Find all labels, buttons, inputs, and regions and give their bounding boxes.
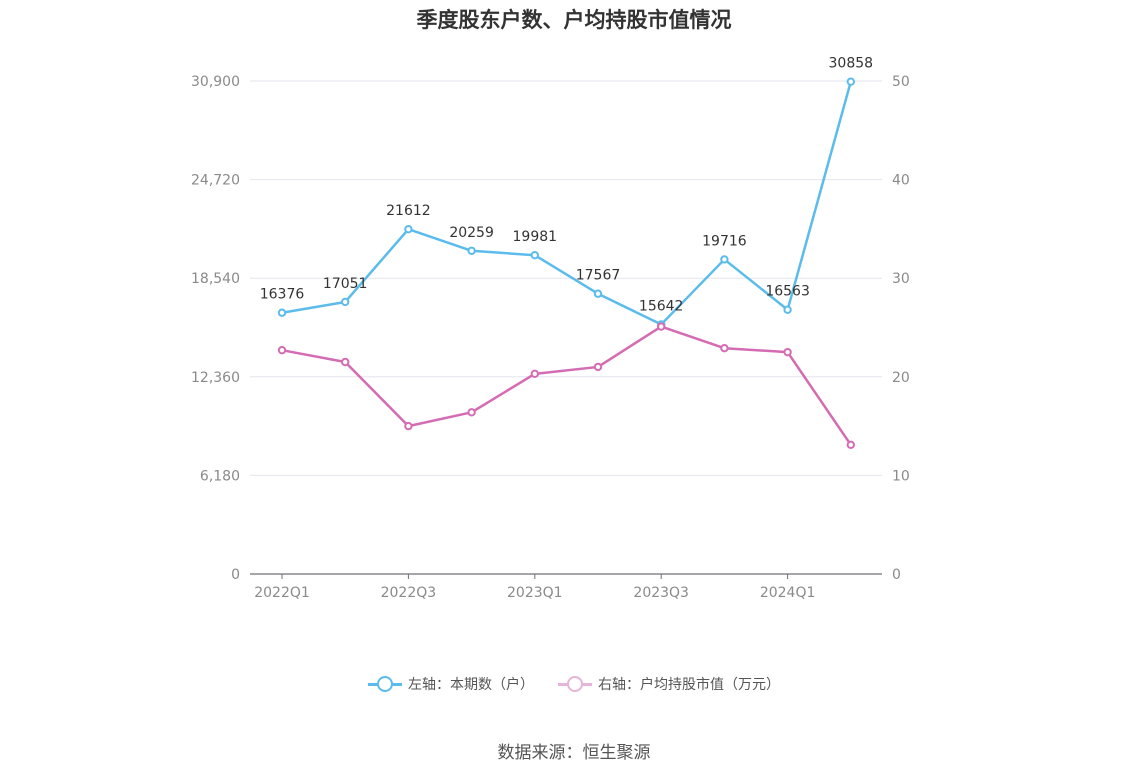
data-point[interactable] <box>720 255 729 264</box>
right-axis-tick-label: 20 <box>892 370 910 386</box>
data-labels: 16376 17051 21612 20259 19981 17567 15642 19716… <box>260 56 873 315</box>
data-label: 19981 <box>513 229 558 245</box>
data-point[interactable] <box>783 305 792 314</box>
left-axis-tick-label: 0 <box>231 567 240 583</box>
data-point[interactable] <box>720 344 729 353</box>
left-axis-tick-label: 18,540 <box>191 271 240 287</box>
x-axis-tick-label: 2024Q1 <box>760 585 816 601</box>
data-point[interactable] <box>277 308 287 317</box>
legend-swatch-avg-value <box>558 674 592 694</box>
grid-lines <box>250 80 882 476</box>
series-line-1 <box>281 325 852 446</box>
data-label: 21612 <box>386 203 431 219</box>
data-point[interactable] <box>783 347 792 357</box>
left-axis-tick-label: 12,360 <box>191 370 240 386</box>
data-label: 19716 <box>702 233 747 249</box>
data-point[interactable] <box>846 77 855 86</box>
data-label: 30858 <box>829 56 874 72</box>
data-point[interactable] <box>277 345 287 355</box>
data-point[interactable] <box>467 246 476 255</box>
right-axis-tick-label: 30 <box>892 271 910 287</box>
legend-swatch-households <box>368 674 402 694</box>
data-label: 15642 <box>639 298 684 314</box>
data-label: 16563 <box>765 284 810 300</box>
x-axis-tick-label: 2023Q3 <box>633 585 689 601</box>
legend-label-households: 左轴：本期数（户） <box>408 677 534 693</box>
left-axis-tick-label: 30,900 <box>191 74 240 90</box>
right-axis-tick-label: 40 <box>892 173 910 189</box>
left-axis-tick-label: 24,720 <box>191 173 240 189</box>
series-line-0 <box>281 81 853 326</box>
right-axis-tick-label: 10 <box>892 468 910 484</box>
data-label: 17567 <box>576 268 621 284</box>
data-point[interactable] <box>341 357 350 367</box>
data-point[interactable] <box>657 322 666 331</box>
legend-item-households[interactable]: 左轴：本期数（户） <box>368 674 534 694</box>
data-point[interactable] <box>404 224 413 234</box>
x-axis-tick-label: 2022Q1 <box>254 585 310 601</box>
data-label: 16376 <box>260 287 305 303</box>
data-label: 17051 <box>323 276 368 292</box>
chart-title: 季度股东户数、户均持股市值情况 <box>416 8 732 32</box>
legend-label-avg-value: 右轴：户均持股市值（万元） <box>598 677 780 693</box>
data-point[interactable] <box>530 369 539 379</box>
data-point[interactable] <box>404 421 413 431</box>
data-point[interactable] <box>593 289 603 298</box>
x-axis-tick-label: 2023Q1 <box>507 585 563 601</box>
left-axis-tick-label: 6,180 <box>200 468 240 484</box>
legend: 左轴：本期数（户） 右轴：户均持股市值（万元） <box>0 674 1148 694</box>
data-point[interactable] <box>846 440 855 450</box>
data-point[interactable] <box>341 297 350 307</box>
source-note: 数据来源：恒生聚源 <box>497 743 651 763</box>
data-point[interactable] <box>467 408 476 417</box>
series-lines <box>277 77 855 450</box>
right-axis-tick-label: 50 <box>892 74 910 90</box>
data-point[interactable] <box>530 251 539 260</box>
right-axis-tick-label: 0 <box>892 567 901 583</box>
axes: 0 0 6,180 10 12,360 20 18,540 30 24,720 40 30,900 5… <box>191 74 910 601</box>
x-axis-tick-label: 2022Q3 <box>381 585 437 601</box>
legend-item-avg-value[interactable]: 右轴：户均持股市值（万元） <box>558 674 780 694</box>
data-label: 20259 <box>449 225 494 241</box>
data-point[interactable] <box>593 362 603 372</box>
